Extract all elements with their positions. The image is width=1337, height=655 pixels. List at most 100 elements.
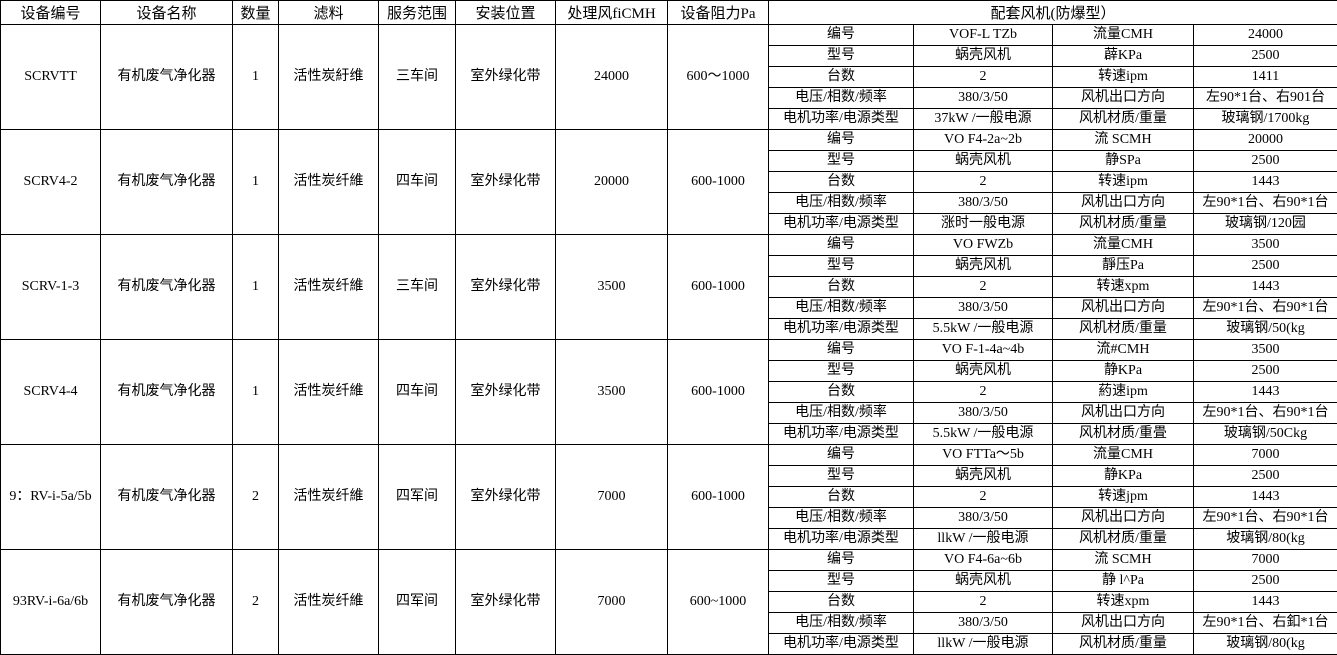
fan-param-value: 玻璃钢/120园 xyxy=(1194,214,1337,235)
filter-material: 活性炭紆维 xyxy=(279,25,379,130)
fan-param-label: 电压/相数/频率 xyxy=(769,613,914,634)
filter-material: 活性炭纤維 xyxy=(279,340,379,445)
equipment-name: 有机废气净化器 xyxy=(101,340,233,445)
fan-param-value: 380/3/50 xyxy=(914,193,1053,214)
airflow: 20000 xyxy=(556,130,668,235)
resistance: 600-1000 xyxy=(668,340,769,445)
fan-param-label: 葯速ipm xyxy=(1053,382,1194,403)
fan-param-label: 靜压Pa xyxy=(1053,256,1194,277)
fan-param-label: 转速ipm xyxy=(1053,67,1194,88)
fan-param-value: 蜗壳风机 xyxy=(914,46,1053,67)
fan-param-label: 型号 xyxy=(769,46,914,67)
fan-param-value: 涨时一般电源 xyxy=(914,214,1053,235)
install-location: 室外绿化带 xyxy=(456,25,556,130)
fan-param-value: 2500 xyxy=(1194,571,1337,592)
fan-param-label: 编号 xyxy=(769,25,914,46)
fan-param-label: 流 SCMH xyxy=(1053,550,1194,571)
fan-param-value: VO FWZb xyxy=(914,235,1053,256)
fan-param-value: 左90*1台、右901台 xyxy=(1194,88,1337,109)
fan-param-value: 蜗壳风机 xyxy=(914,256,1053,277)
fan-param-label: 风机出口方向 xyxy=(1053,508,1194,529)
fan-param-value: 1443 xyxy=(1194,487,1337,508)
header-quantity: 数量 xyxy=(233,1,279,25)
fan-param-label: 流#CMH xyxy=(1053,340,1194,361)
fan-param-value: 5.5kW /一般电源 xyxy=(914,319,1053,340)
fan-param-label: 型号 xyxy=(769,571,914,592)
fan-param-value: 2500 xyxy=(1194,256,1337,277)
fan-param-value: 坡璃钢/80(kg xyxy=(1194,529,1337,550)
fan-param-label: 流量CMH xyxy=(1053,25,1194,46)
fan-param-label: 转速jpm xyxy=(1053,487,1194,508)
fan-param-label: 风机材质/重畳 xyxy=(1053,424,1194,445)
fan-param-label: 静KPa xyxy=(1053,466,1194,487)
header-airflow: 处理风fiCMH xyxy=(556,1,668,25)
header-resistance: 设备阻力Pa xyxy=(668,1,769,25)
fan-param-value: VO F-1-4a~4b xyxy=(914,340,1053,361)
filter-material: 活性炭纤維 xyxy=(279,445,379,550)
fan-param-value: VO F4-2a~2b xyxy=(914,130,1053,151)
resistance: 600-1000 xyxy=(668,445,769,550)
quantity: 2 xyxy=(233,445,279,550)
fan-param-value: 1443 xyxy=(1194,382,1337,403)
fan-param-label: 型号 xyxy=(769,466,914,487)
quantity: 1 xyxy=(233,130,279,235)
fan-param-value: 左90*1台、右90*1台 xyxy=(1194,403,1337,424)
fan-param-label: 风机材质/重量 xyxy=(1053,214,1194,235)
fan-param-value: 左90*1台、右90*1台 xyxy=(1194,193,1337,214)
fan-param-label: 台数 xyxy=(769,592,914,613)
fan-param-value: 2500 xyxy=(1194,466,1337,487)
fan-param-value: 玻璃钢/50Ckg xyxy=(1194,424,1337,445)
install-location: 室外绿化带 xyxy=(456,235,556,340)
fan-param-label: 编号 xyxy=(769,235,914,256)
fan-param-value: 2 xyxy=(914,382,1053,403)
fan-param-label: 电机功率/电源类型 xyxy=(769,529,914,550)
fan-param-value: 5.5kW /一般电源 xyxy=(914,424,1053,445)
fan-param-value: 24000 xyxy=(1194,25,1337,46)
fan-param-label: 静 l^Pa xyxy=(1053,571,1194,592)
header-filter: 滤料 xyxy=(279,1,379,25)
fan-param-value: 玻璃钢/1700kg xyxy=(1194,109,1337,130)
fan-param-value: 1443 xyxy=(1194,592,1337,613)
install-location: 室外绿化带 xyxy=(456,130,556,235)
install-location: 室外绿化带 xyxy=(456,550,556,655)
fan-param-value: 1411 xyxy=(1194,67,1337,88)
fan-param-label: 转速xpm xyxy=(1053,277,1194,298)
fan-param-label: 风机材质/重量 xyxy=(1053,319,1194,340)
fan-param-value: 380/3/50 xyxy=(914,403,1053,424)
fan-param-label: 流量CMH xyxy=(1053,445,1194,466)
equipment-name: 有机废气净化器 xyxy=(101,25,233,130)
fan-param-value: 左90*1台、右90*1台 xyxy=(1194,508,1337,529)
fan-param-label: 电压/相数/频率 xyxy=(769,298,914,319)
fan-param-value: 2500 xyxy=(1194,361,1337,382)
install-location: 室外绿化带 xyxy=(456,340,556,445)
fan-param-label: 风机材质/重量 xyxy=(1053,109,1194,130)
quantity: 1 xyxy=(233,340,279,445)
fan-param-value: 2 xyxy=(914,172,1053,193)
equipment-id: SCRVTT xyxy=(1,25,101,130)
fan-param-label: 流 SCMH xyxy=(1053,130,1194,151)
fan-param-value: 玻璃钢/80(kg xyxy=(1194,634,1337,655)
fan-param-value: 2500 xyxy=(1194,46,1337,67)
fan-param-value: 1443 xyxy=(1194,277,1337,298)
fan-param-label: 编号 xyxy=(769,130,914,151)
fan-param-value: VO F4-6a~6b xyxy=(914,550,1053,571)
header-install-location: 安装位置 xyxy=(456,1,556,25)
fan-param-value: 380/3/50 xyxy=(914,508,1053,529)
fan-param-label: 流量CMH xyxy=(1053,235,1194,256)
fan-param-label: 风机出口方向 xyxy=(1053,613,1194,634)
fan-param-label: 风机出口方向 xyxy=(1053,88,1194,109)
install-location: 室外绿化带 xyxy=(456,445,556,550)
equipment-name: 有机废气净化器 xyxy=(101,130,233,235)
fan-param-label: 静KPa xyxy=(1053,361,1194,382)
fan-param-label: 电机功率/电源类型 xyxy=(769,424,914,445)
filter-material: 活性炭纤維 xyxy=(279,235,379,340)
fan-param-value: 2 xyxy=(914,67,1053,88)
fan-param-value: 7000 xyxy=(1194,445,1337,466)
fan-param-label: 电机功率/电源类型 xyxy=(769,634,914,655)
header-fan: 配套风机(防爆型） xyxy=(769,1,1337,25)
header-equipment-id: 设备编号 xyxy=(1,1,101,25)
